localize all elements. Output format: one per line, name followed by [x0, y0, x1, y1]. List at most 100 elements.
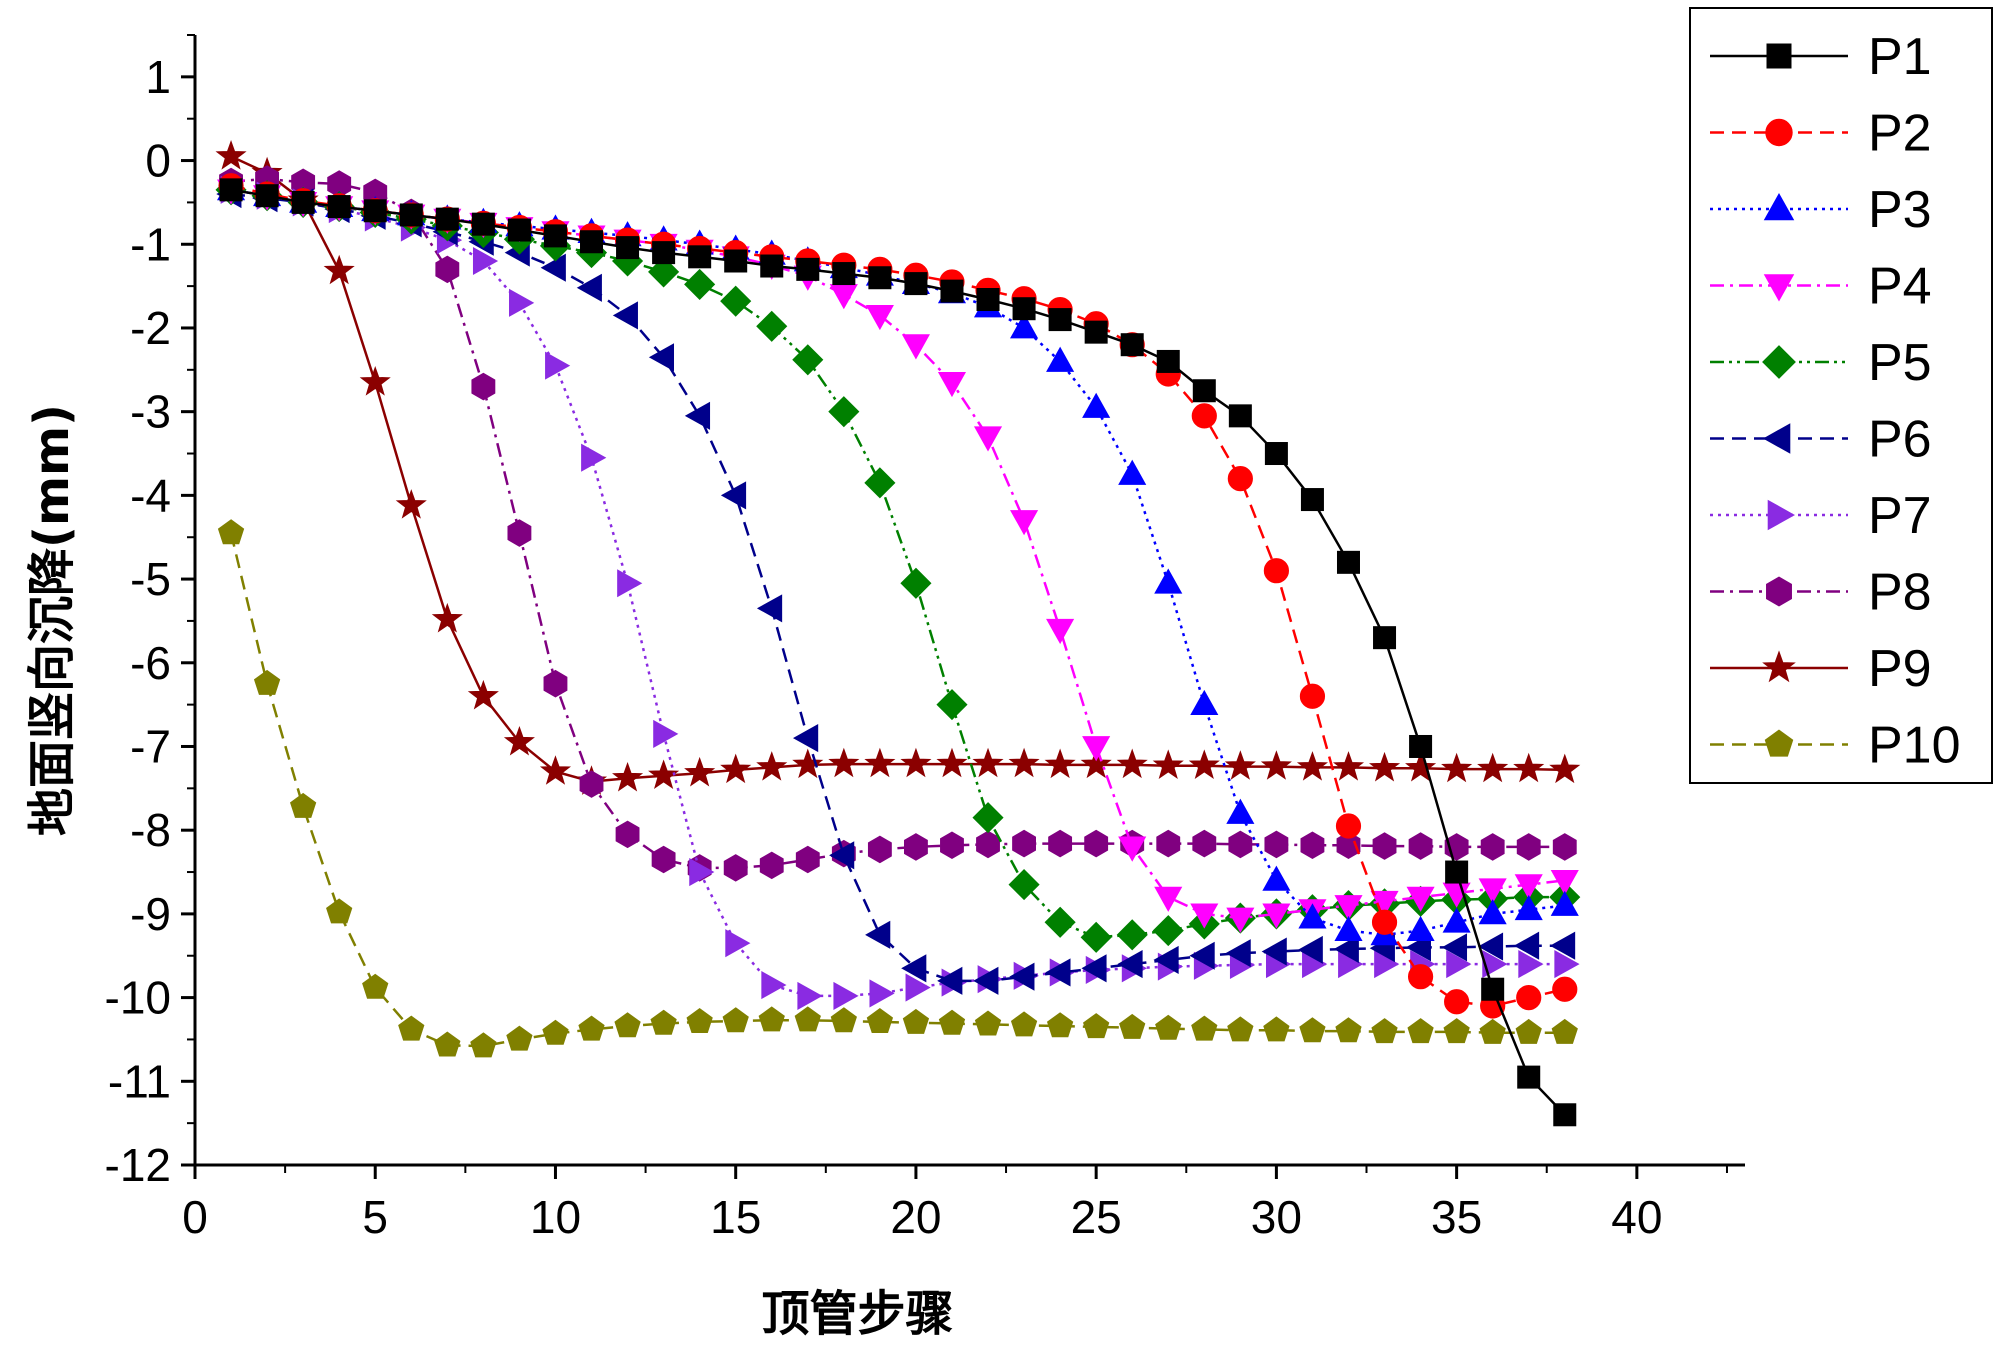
data-point-p8	[615, 820, 640, 849]
data-point-p9	[1368, 751, 1401, 782]
data-point-p8	[1372, 832, 1397, 860]
data-point-p10	[686, 1008, 713, 1034]
data-point-p3	[1046, 346, 1075, 372]
legend-label: P9	[1868, 640, 1932, 698]
data-point-p5	[1116, 919, 1148, 951]
data-point-p1	[1517, 1065, 1541, 1089]
legend-item-p3: P3	[1710, 181, 1932, 239]
data-point-p10	[722, 1007, 749, 1033]
data-point-p9	[792, 748, 824, 779]
data-point-p5	[720, 285, 752, 317]
data-point-p6	[1441, 933, 1468, 962]
data-point-p9	[936, 747, 968, 778]
data-point-p8	[759, 851, 784, 880]
series-p2	[218, 173, 1578, 1019]
legend-label: P1	[1868, 28, 1932, 86]
data-point-p7	[1446, 950, 1472, 979]
legend-marker	[1762, 345, 1796, 379]
data-point-p7	[725, 929, 751, 958]
y-tick-label: -1	[130, 218, 171, 270]
series-line-p5	[230, 188, 1565, 939]
data-point-p10	[1515, 1018, 1542, 1044]
data-point-p5	[684, 268, 716, 300]
data-point-p8	[976, 830, 1000, 859]
data-point-p1	[399, 203, 423, 227]
y-tick-label: -4	[130, 469, 171, 521]
data-point-p8	[1228, 830, 1253, 859]
series-line-p7	[230, 188, 1565, 998]
data-point-p8	[471, 372, 496, 401]
data-point-p3	[1406, 915, 1435, 942]
data-point-p1	[1264, 442, 1288, 466]
data-point-p3	[1442, 907, 1471, 933]
y-tick-label: 0	[145, 135, 171, 187]
data-point-p6	[1513, 931, 1540, 960]
data-point-p6	[1045, 958, 1071, 987]
data-point-p8	[723, 854, 748, 882]
data-point-p1	[327, 195, 351, 219]
data-point-p1	[832, 262, 856, 286]
legend-marker	[1766, 576, 1792, 607]
data-point-p4	[1082, 736, 1111, 762]
data-point-p6	[540, 253, 566, 282]
data-point-p9	[1008, 747, 1040, 778]
y-axis-title: 地面竖向沉降(mm)	[24, 404, 80, 836]
data-point-p6	[720, 481, 747, 510]
data-point-p7	[833, 981, 859, 1010]
data-point-p10	[362, 973, 389, 999]
data-point-p3	[1082, 392, 1111, 418]
data-point-p9	[1260, 750, 1292, 780]
data-point-p9	[684, 756, 716, 787]
data-point-p10	[542, 1019, 569, 1045]
data-point-p1	[1192, 379, 1216, 403]
data-point-p3	[1190, 689, 1219, 716]
data-point-p8	[1156, 829, 1181, 858]
data-point-p6	[756, 594, 783, 623]
data-point-p10	[326, 898, 353, 924]
data-point-p10	[1155, 1014, 1182, 1040]
data-point-p9	[1188, 749, 1220, 779]
legend-item-p10: P10	[1710, 717, 1961, 775]
data-point-p1	[688, 245, 712, 269]
data-point-p10	[1263, 1016, 1290, 1042]
data-point-p10	[1046, 1012, 1074, 1038]
data-point-p10	[614, 1012, 641, 1038]
legend-label: P10	[1868, 717, 1961, 775]
series-p9	[215, 140, 1581, 795]
data-point-p9	[1549, 753, 1581, 784]
data-point-p9	[1332, 751, 1365, 781]
series-p1	[219, 178, 1577, 1127]
x-tick-label: 10	[530, 1191, 581, 1243]
data-point-p7	[472, 246, 499, 276]
data-point-p4	[1550, 870, 1579, 896]
data-point-p1	[435, 207, 459, 231]
series-line-p9	[230, 155, 1565, 783]
data-point-p5	[1008, 869, 1040, 901]
data-point-p1	[1048, 308, 1072, 332]
y-tick-label: -8	[130, 804, 171, 856]
y-tick-label: -6	[130, 637, 171, 689]
data-point-p2	[1444, 989, 1470, 1015]
data-point-p8	[1192, 829, 1217, 858]
data-point-p10	[253, 669, 281, 695]
data-point-p6	[901, 954, 927, 983]
data-point-p8	[1012, 829, 1037, 858]
data-point-p4	[937, 371, 967, 398]
data-point-p2	[1263, 558, 1289, 584]
data-point-p10	[1119, 1013, 1146, 1039]
data-point-p6	[793, 724, 819, 753]
data-point-p5	[756, 310, 788, 342]
data-point-p9	[1296, 751, 1328, 781]
data-point-p1	[616, 236, 640, 260]
data-point-p9	[1405, 751, 1437, 782]
data-point-p6	[1189, 941, 1215, 970]
data-point-p7	[581, 443, 607, 472]
series-line-p6	[230, 192, 1565, 983]
data-point-p10	[1083, 1013, 1110, 1039]
data-point-p1	[1228, 404, 1252, 428]
data-point-p9	[1441, 752, 1473, 783]
data-point-p7	[1554, 950, 1580, 979]
legend-marker	[1763, 274, 1795, 302]
data-point-p1	[1084, 320, 1108, 344]
